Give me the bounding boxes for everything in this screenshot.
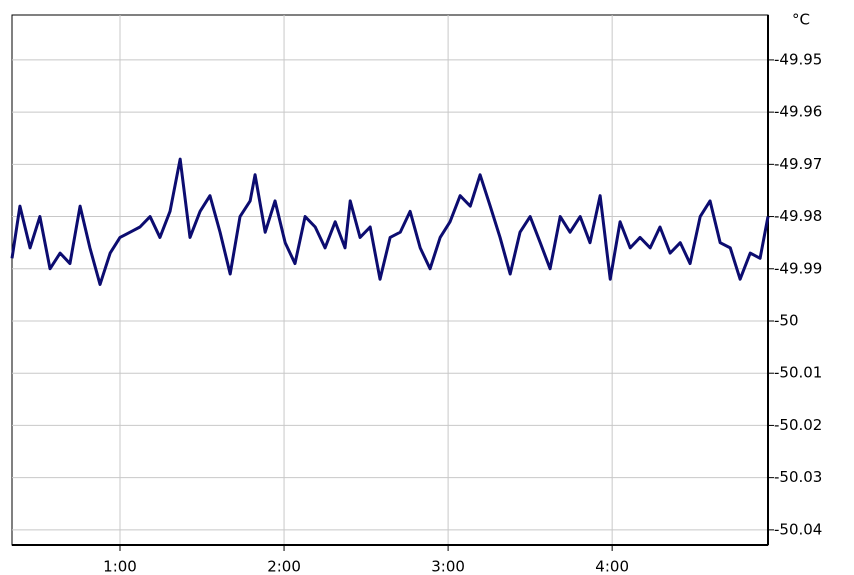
x-tick-label: 4:00 xyxy=(595,558,629,575)
y-tick-label: -49.99 xyxy=(774,259,822,277)
y-tick-label: -49.95 xyxy=(774,50,822,68)
y-tick-label: -50.02 xyxy=(774,416,822,434)
y-tick-label: -49.97 xyxy=(774,155,822,173)
plot-area xyxy=(11,14,769,546)
y-tick-label: -50.03 xyxy=(774,468,822,486)
x-tick-label: 1:00 xyxy=(103,558,137,575)
x-tick-label: 2:00 xyxy=(267,558,301,575)
y-tick-label: -50 xyxy=(774,311,799,329)
y-tick-label: -49.98 xyxy=(774,207,822,225)
data-line xyxy=(10,157,770,286)
y-tick-label: -50.01 xyxy=(774,364,822,382)
y-tick-label: -50.04 xyxy=(774,520,822,538)
x-tick-label: 3:00 xyxy=(431,558,465,575)
y-unit: °C xyxy=(792,11,810,29)
y-tick-label: -49.96 xyxy=(774,103,822,121)
